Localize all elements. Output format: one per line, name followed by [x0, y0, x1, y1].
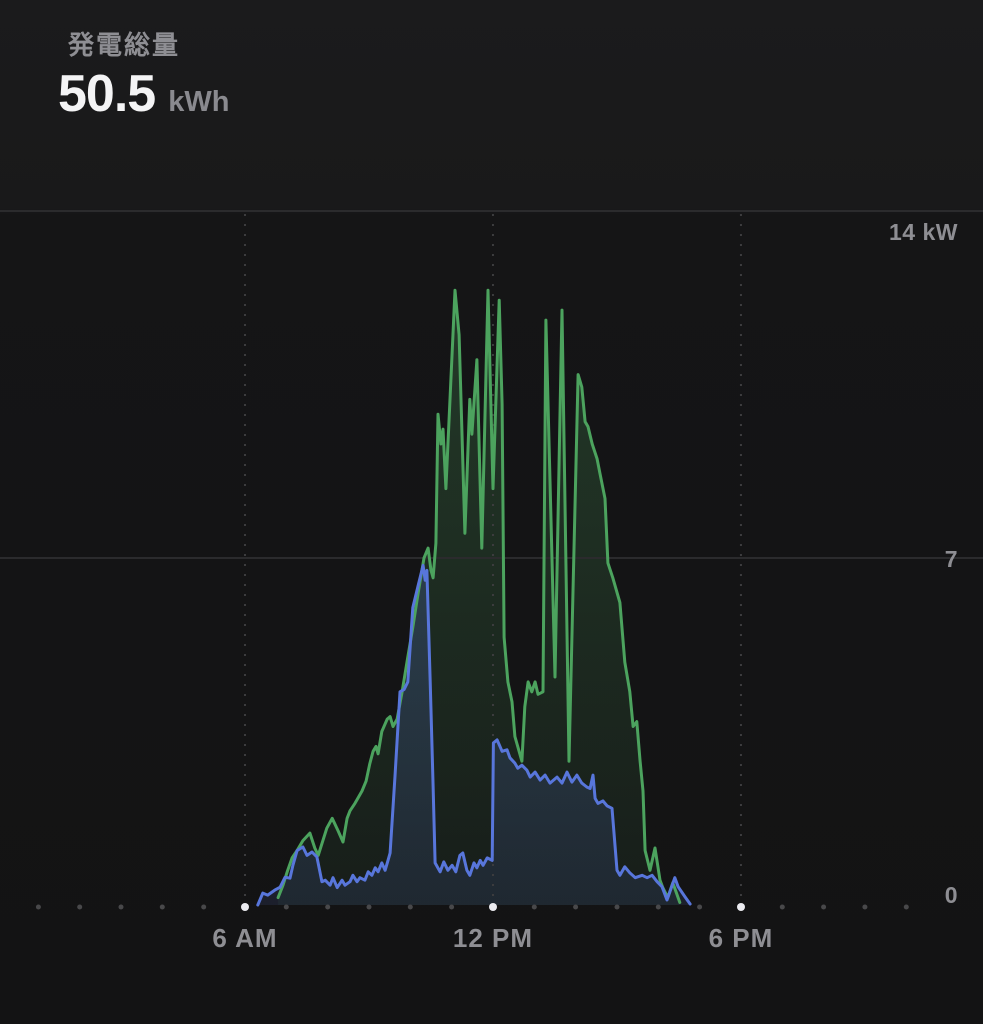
- hour-dot-1: [35, 904, 41, 910]
- x-axis-label-6: 6 AM: [212, 923, 277, 953]
- y-axis-label-7: 7: [945, 546, 958, 572]
- hour-dot-19: [779, 904, 785, 910]
- hour-dot-21: [862, 904, 868, 910]
- hour-dot-16: [655, 904, 661, 910]
- hour-dot-10: [407, 904, 413, 910]
- hour-dot-20: [821, 904, 827, 910]
- hour-dot-4: [159, 904, 165, 910]
- hour-dot-11: [449, 904, 455, 910]
- major-hour-dot-12: [489, 903, 497, 911]
- major-hour-dot-6: [241, 903, 249, 911]
- hour-dot-13: [531, 904, 537, 910]
- hour-dot-14: [573, 904, 579, 910]
- hour-dot-22: [903, 904, 909, 910]
- hour-dot-8: [325, 904, 331, 910]
- blue-load-area: [257, 565, 691, 905]
- grid-layer: [0, 210, 983, 905]
- total-generation-header: 発電総量 50.5 kWh: [58, 31, 229, 121]
- x-axis-label-12: 12 PM: [453, 923, 533, 953]
- hour-dot-3: [118, 904, 124, 910]
- total-generation-value: 50.5: [58, 65, 156, 123]
- major-hour-dot-18: [737, 903, 745, 911]
- x-axis-label-18: 6 PM: [709, 923, 774, 953]
- axis-labels: 14 kW 7 0 6 AM 12 PM 6 PM: [212, 219, 958, 953]
- total-generation-unit: kWh: [168, 86, 230, 118]
- hour-dot-17: [697, 904, 703, 910]
- hour-dot-2: [77, 904, 83, 910]
- hour-dot-7: [283, 904, 289, 910]
- hour-dot-15: [614, 904, 620, 910]
- total-generation-value-row: 50.5 kWh: [58, 67, 229, 121]
- green-generation-line: [276, 288, 682, 904]
- y-axis-label-0: 0: [945, 882, 958, 908]
- hour-dot-axis: [35, 903, 909, 911]
- blue-load-line: [256, 563, 692, 907]
- hour-dot-9: [366, 904, 372, 910]
- page-title: 発電総量: [68, 30, 181, 60]
- series-line-layer: [256, 288, 692, 907]
- hour-dot-5: [201, 904, 207, 910]
- y-axis-label-14: 14 kW: [889, 219, 958, 245]
